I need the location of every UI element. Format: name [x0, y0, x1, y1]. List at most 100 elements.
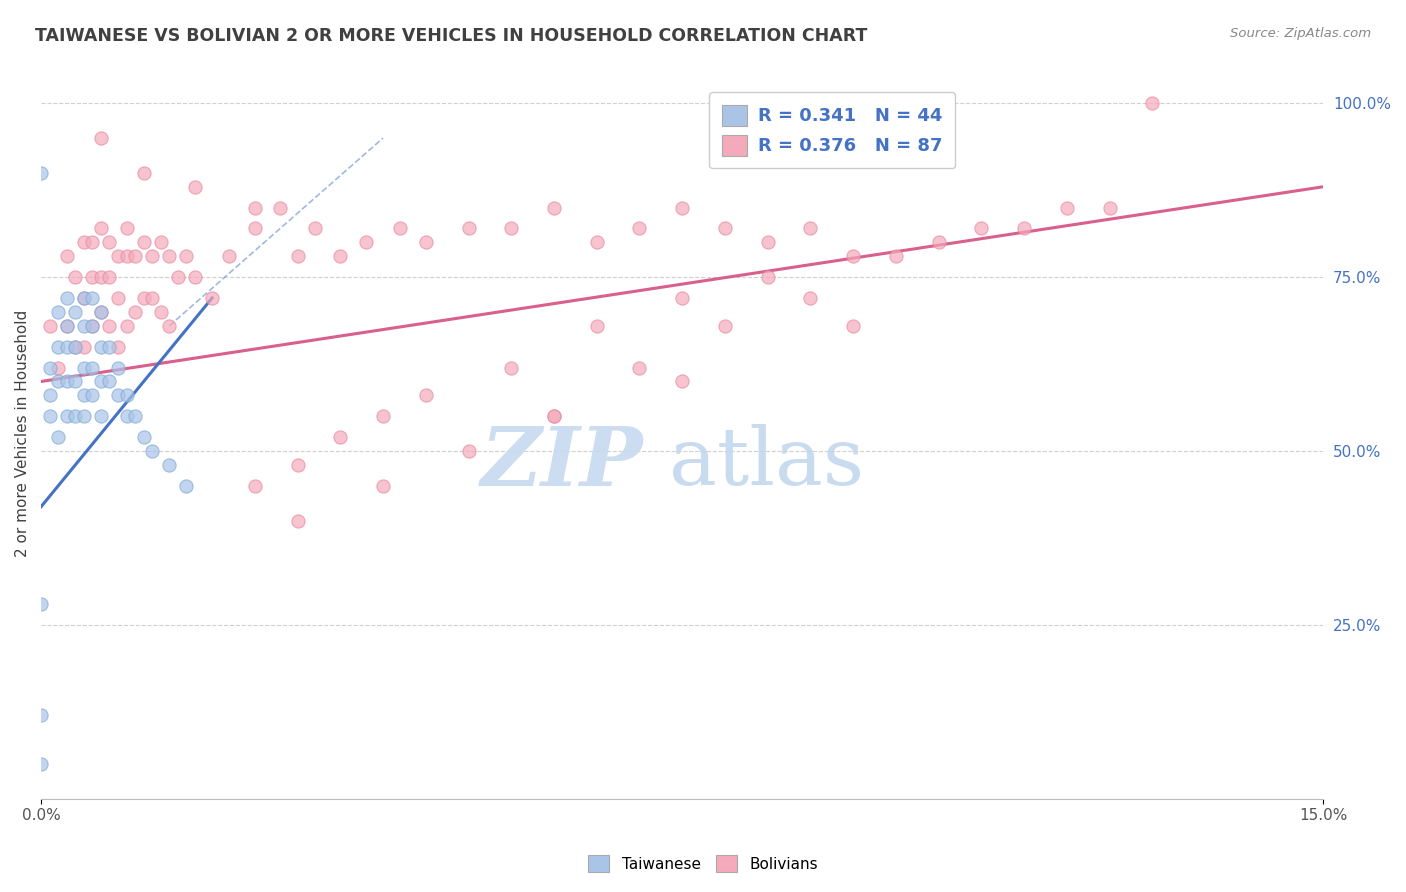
- Point: [371, 479, 394, 493]
- Point: [73, 318, 96, 333]
- Point: [141, 249, 163, 263]
- Point: [90, 305, 112, 319]
- Point: [107, 340, 129, 354]
- Point: [799, 221, 821, 235]
- Point: [415, 388, 437, 402]
- Point: [243, 479, 266, 493]
- Point: [218, 249, 240, 263]
- Point: [184, 270, 207, 285]
- Point: [329, 430, 352, 444]
- Point: [82, 235, 104, 250]
- Point: [82, 270, 104, 285]
- Point: [176, 249, 198, 263]
- Point: [269, 201, 291, 215]
- Point: [38, 409, 60, 424]
- Point: [90, 270, 112, 285]
- Point: [799, 291, 821, 305]
- Point: [55, 318, 77, 333]
- Point: [132, 430, 155, 444]
- Point: [157, 458, 180, 472]
- Point: [132, 235, 155, 250]
- Point: [543, 409, 565, 424]
- Point: [354, 235, 377, 250]
- Point: [141, 444, 163, 458]
- Point: [585, 235, 607, 250]
- Point: [132, 166, 155, 180]
- Point: [628, 221, 651, 235]
- Point: [124, 305, 146, 319]
- Point: [714, 318, 737, 333]
- Point: [65, 305, 87, 319]
- Point: [90, 305, 112, 319]
- Point: [98, 235, 121, 250]
- Point: [243, 201, 266, 215]
- Point: [55, 249, 77, 263]
- Point: [65, 375, 87, 389]
- Point: [65, 340, 87, 354]
- Legend: Taiwanese, Bolivians: Taiwanese, Bolivians: [581, 847, 825, 880]
- Point: [55, 318, 77, 333]
- Point: [501, 221, 523, 235]
- Point: [671, 291, 693, 305]
- Point: [98, 318, 121, 333]
- Point: [46, 430, 69, 444]
- Point: [184, 179, 207, 194]
- Point: [82, 388, 104, 402]
- Point: [115, 221, 138, 235]
- Point: [585, 318, 607, 333]
- Point: [756, 235, 779, 250]
- Point: [38, 318, 60, 333]
- Point: [46, 360, 69, 375]
- Point: [82, 360, 104, 375]
- Point: [287, 514, 309, 528]
- Point: [73, 340, 96, 354]
- Point: [46, 375, 69, 389]
- Point: [46, 305, 69, 319]
- Point: [329, 249, 352, 263]
- Point: [1012, 221, 1035, 235]
- Point: [30, 166, 52, 180]
- Point: [73, 291, 96, 305]
- Point: [714, 221, 737, 235]
- Point: [501, 360, 523, 375]
- Point: [287, 458, 309, 472]
- Point: [82, 318, 104, 333]
- Point: [842, 318, 865, 333]
- Point: [73, 235, 96, 250]
- Text: ZIP: ZIP: [481, 423, 644, 503]
- Point: [1142, 96, 1164, 111]
- Point: [115, 318, 138, 333]
- Point: [457, 444, 479, 458]
- Point: [65, 270, 87, 285]
- Point: [1056, 201, 1078, 215]
- Point: [149, 305, 172, 319]
- Point: [970, 221, 993, 235]
- Point: [30, 597, 52, 611]
- Point: [90, 409, 112, 424]
- Point: [55, 340, 77, 354]
- Point: [157, 318, 180, 333]
- Point: [167, 270, 190, 285]
- Point: [304, 221, 326, 235]
- Point: [124, 249, 146, 263]
- Point: [115, 388, 138, 402]
- Point: [1098, 201, 1121, 215]
- Text: TAIWANESE VS BOLIVIAN 2 OR MORE VEHICLES IN HOUSEHOLD CORRELATION CHART: TAIWANESE VS BOLIVIAN 2 OR MORE VEHICLES…: [35, 27, 868, 45]
- Point: [55, 291, 77, 305]
- Point: [149, 235, 172, 250]
- Text: atlas: atlas: [669, 424, 865, 502]
- Point: [107, 360, 129, 375]
- Point: [115, 249, 138, 263]
- Point: [30, 756, 52, 771]
- Point: [928, 235, 950, 250]
- Point: [90, 131, 112, 145]
- Point: [73, 409, 96, 424]
- Point: [243, 221, 266, 235]
- Point: [90, 375, 112, 389]
- Point: [543, 201, 565, 215]
- Point: [671, 375, 693, 389]
- Point: [141, 291, 163, 305]
- Point: [389, 221, 412, 235]
- Point: [287, 249, 309, 263]
- Point: [756, 270, 779, 285]
